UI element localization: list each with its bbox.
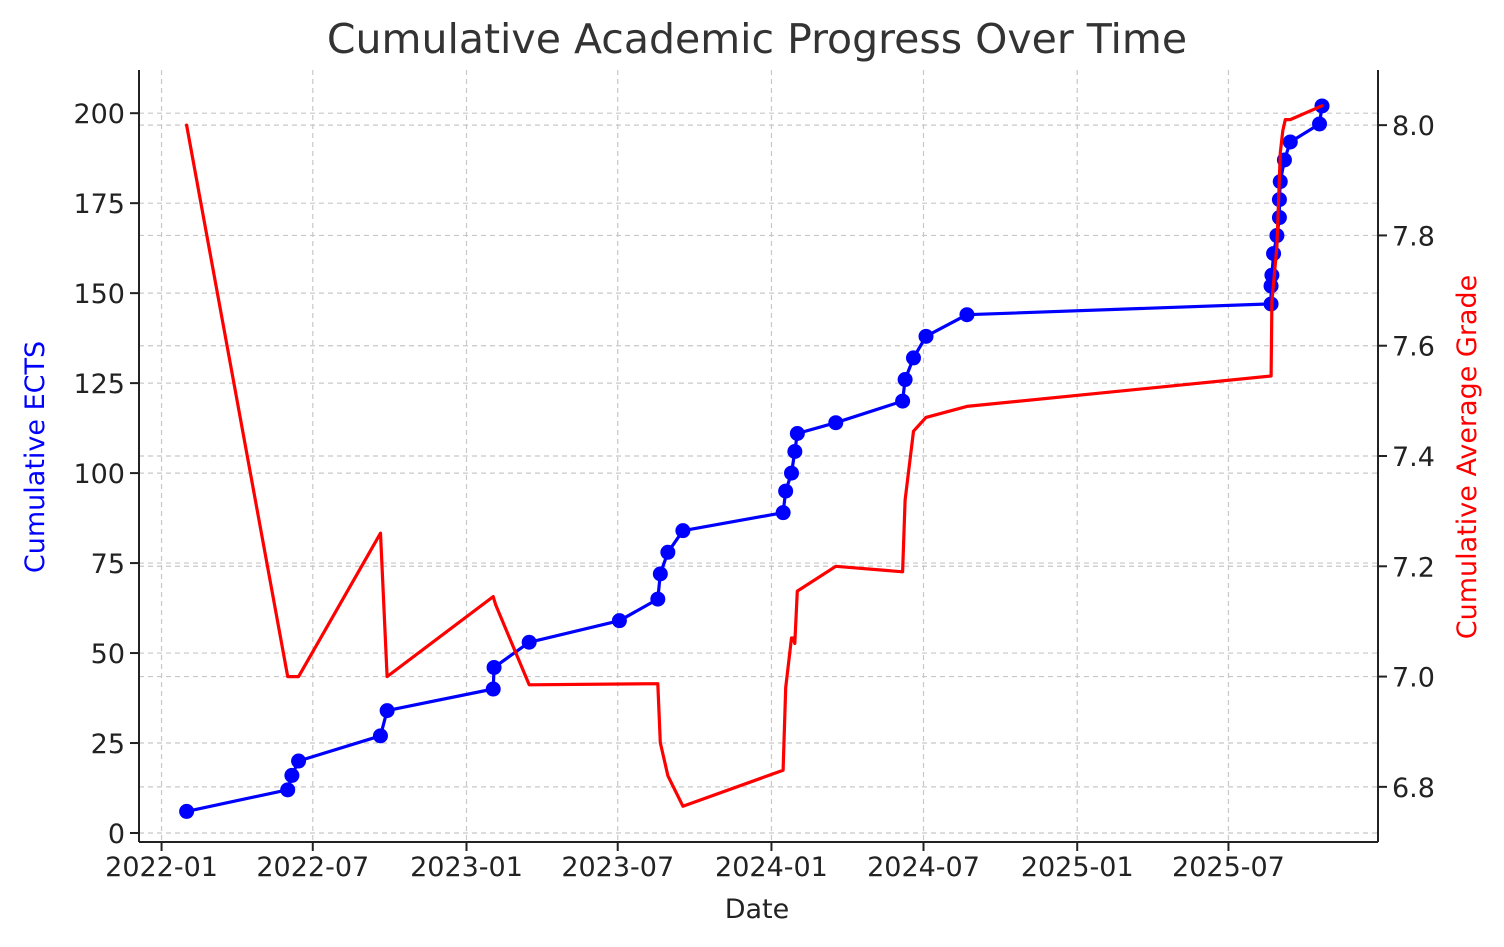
ects-data-point bbox=[1264, 267, 1280, 283]
left-y-tick-label: 75 bbox=[91, 549, 125, 580]
left-y-tick-label: 100 bbox=[73, 459, 125, 490]
right-y-tick-label: 8.0 bbox=[1392, 111, 1435, 142]
ects-data-point bbox=[1266, 246, 1282, 262]
series-layer bbox=[179, 98, 1330, 819]
ects-data-point bbox=[280, 782, 296, 798]
ects-data-point bbox=[675, 523, 691, 539]
right-y-tick-label: 7.6 bbox=[1392, 332, 1435, 363]
ects-data-point bbox=[787, 444, 803, 460]
ects-data-point bbox=[291, 753, 307, 769]
ects-data-point bbox=[179, 803, 195, 819]
ects-data-point bbox=[905, 350, 921, 366]
left-y-tick-label: 175 bbox=[73, 189, 125, 220]
ects-data-point bbox=[650, 591, 666, 607]
axes: 2022-01 2022-07 2023-01 2023-07 2024-01 2024-… bbox=[73, 70, 1435, 883]
chart-title: Cumulative Academic Progress Over Time bbox=[327, 15, 1187, 63]
ects-data-point bbox=[652, 566, 668, 582]
ects-data-point bbox=[660, 544, 676, 560]
right-y-tick-label: 7.8 bbox=[1392, 221, 1435, 252]
left-y-tick-label: 0 bbox=[108, 819, 125, 850]
ects-data-point bbox=[895, 393, 911, 409]
left-y-tick-label: 200 bbox=[73, 99, 125, 130]
left-y-tick-label: 25 bbox=[91, 729, 125, 760]
ects-data-point bbox=[897, 372, 913, 388]
x-tick-label: 2023-07 bbox=[561, 852, 674, 883]
right-y-tick-label: 6.8 bbox=[1392, 773, 1435, 804]
left-y-tick-label: 50 bbox=[91, 639, 125, 670]
x-tick-label: 2022-01 bbox=[105, 852, 218, 883]
ects-data-point bbox=[918, 328, 934, 344]
ects-data-point bbox=[778, 483, 794, 499]
x-tick-label: 2025-01 bbox=[1021, 852, 1134, 883]
x-tick-label: 2024-01 bbox=[715, 852, 828, 883]
ects-data-point bbox=[1312, 116, 1328, 132]
right-y-tick-label: 7.0 bbox=[1392, 663, 1435, 694]
ects-data-point bbox=[284, 767, 300, 783]
left-y-tick-label: 125 bbox=[73, 369, 125, 400]
ects-data-point bbox=[828, 415, 844, 431]
ects-data-point bbox=[485, 681, 501, 697]
ects-data-point bbox=[775, 505, 791, 521]
ects-data-point bbox=[379, 703, 395, 719]
ects-data-point bbox=[521, 634, 537, 650]
ects-data-point bbox=[486, 659, 502, 675]
grid bbox=[139, 70, 1378, 842]
grade-series-line bbox=[185, 104, 1324, 808]
right-y-axis-title: Cumulative Average Grade bbox=[1452, 275, 1483, 639]
left-y-axis-title: Cumulative ECTS bbox=[20, 341, 51, 573]
x-tick-label: 2024-07 bbox=[867, 852, 980, 883]
right-y-tick-label: 7.4 bbox=[1392, 442, 1435, 473]
left-y-tick-label: 150 bbox=[73, 279, 125, 310]
right-y-tick-label: 7.2 bbox=[1392, 552, 1435, 583]
x-tick-label: 2022-07 bbox=[256, 852, 369, 883]
ects-data-point bbox=[611, 613, 627, 629]
ects-data-point bbox=[959, 307, 975, 323]
x-tick-label: 2023-01 bbox=[410, 852, 523, 883]
x-axis-title: Date bbox=[725, 894, 790, 925]
ects-series-line bbox=[185, 104, 1324, 814]
ects-data-point bbox=[784, 465, 800, 481]
ects-data-point bbox=[372, 728, 388, 744]
x-tick-label: 2025-07 bbox=[1172, 852, 1285, 883]
ects-data-point bbox=[1282, 134, 1298, 150]
ects-data-point bbox=[789, 426, 805, 442]
